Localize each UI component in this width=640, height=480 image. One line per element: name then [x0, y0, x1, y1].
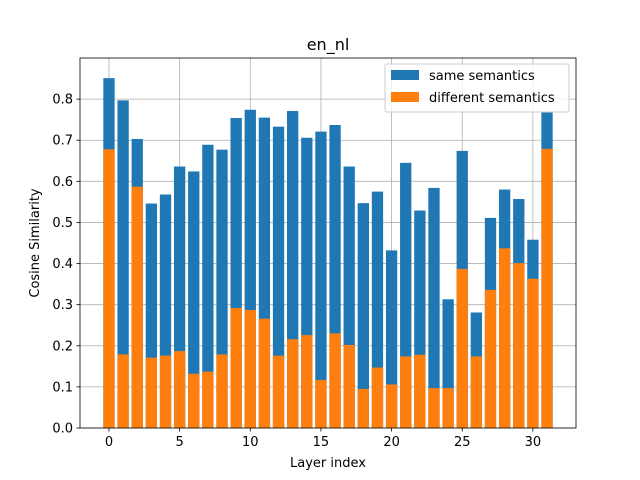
bar-same-semantics — [145, 203, 158, 428]
bar-same-semantics — [385, 250, 398, 428]
bar-different-semantics — [470, 356, 483, 428]
legend-box — [384, 63, 570, 113]
bar-same-semantics — [272, 126, 285, 429]
bar-different-semantics — [244, 310, 256, 428]
bar-different-semantics — [117, 354, 129, 428]
bar-different-semantics — [315, 379, 327, 428]
x-tick-label: 15 — [313, 435, 330, 450]
bar-same-semantics — [188, 171, 200, 428]
y-tick-label: 0.8 — [52, 93, 73, 108]
bar-different-semantics — [371, 367, 384, 428]
bar-different-semantics — [385, 384, 398, 428]
bar-different-semantics — [456, 268, 468, 428]
bar-different-semantics — [357, 388, 369, 428]
bar-different-semantics — [513, 263, 525, 428]
bar-different-semantics — [343, 344, 355, 428]
bar-same-semantics — [343, 166, 355, 429]
y-tick-label: 0.4 — [52, 257, 73, 272]
legend-swatch-different-semantics — [391, 92, 419, 102]
bars — [103, 78, 553, 429]
bar-different-semantics — [173, 351, 186, 428]
x-tick-label: 25 — [454, 435, 471, 450]
bar-different-semantics — [498, 248, 511, 428]
bar-different-semantics — [287, 339, 299, 428]
bar-same-semantics — [117, 100, 129, 428]
legend-label-same-semantics: same semantics — [429, 69, 535, 84]
y-tick-label: 0.0 — [52, 422, 73, 437]
bar-same-semantics — [159, 194, 172, 428]
bar-different-semantics — [301, 335, 313, 428]
ticks: 0 5 10 15 20 25 30 0.0 0.1 0.2 0.3 0.4 0.5 0.6 0.7 0.8 — [52, 93, 541, 450]
bar-different-semantics — [216, 354, 228, 428]
x-tick-label: 30 — [525, 435, 542, 450]
y-tick-label: 0.3 — [52, 298, 73, 313]
x-tick-label: 10 — [242, 435, 259, 450]
x-tick-label: 5 — [175, 435, 183, 450]
bar-different-semantics — [202, 371, 214, 428]
bar-different-semantics — [484, 289, 497, 428]
bar-different-semantics — [428, 388, 440, 428]
legend-swatch-same-semantics — [391, 70, 419, 80]
bar-different-semantics — [527, 278, 539, 428]
x-axis-label: Layer index — [290, 456, 366, 471]
bar-different-semantics — [400, 356, 412, 428]
y-tick-label: 0.1 — [52, 380, 73, 395]
bar-different-semantics — [159, 355, 172, 428]
bar-different-semantics — [414, 354, 426, 428]
bar-same-semantics — [400, 162, 412, 429]
bar-different-semantics — [329, 333, 341, 428]
bar-different-semantics — [442, 388, 454, 428]
bar-same-semantics — [244, 109, 256, 429]
bar-different-semantics — [131, 186, 143, 428]
y-tick-label: 0.7 — [52, 134, 73, 149]
legend-label-different-semantics: different semantics — [429, 91, 555, 106]
bar-same-semantics — [414, 210, 426, 428]
bar-same-semantics — [216, 149, 228, 428]
legend: same semantics different semantics — [384, 63, 570, 113]
bar-different-semantics — [103, 149, 115, 428]
bar-same-semantics — [287, 111, 299, 429]
bar-different-semantics — [272, 355, 285, 428]
x-tick-label: 20 — [383, 435, 400, 450]
bar-same-semantics — [329, 125, 341, 428]
bar-different-semantics — [258, 318, 271, 428]
bar-same-semantics — [258, 117, 271, 428]
bar-same-semantics — [173, 166, 186, 429]
bar-same-semantics — [371, 191, 384, 428]
bar-same-semantics — [442, 299, 454, 428]
bar-different-semantics — [230, 307, 242, 428]
bar-same-semantics — [357, 203, 369, 428]
x-tick-label: 0 — [105, 435, 113, 450]
bar-same-semantics — [428, 187, 440, 428]
y-tick-label: 0.2 — [52, 339, 73, 354]
bar-different-semantics — [188, 373, 200, 428]
y-tick-label: 0.5 — [52, 216, 73, 231]
bar-different-semantics — [145, 357, 158, 428]
bar-different-semantics — [541, 148, 553, 428]
plot-area-frame — [79, 57, 577, 429]
y-tick-label: 0.6 — [52, 175, 73, 190]
bar-same-semantics — [230, 118, 242, 429]
bar-same-semantics — [202, 144, 214, 428]
bar-same-semantics — [301, 137, 313, 428]
chart-title: en_nl — [307, 35, 350, 55]
bar-same-semantics — [315, 131, 327, 429]
y-axis-label: Cosine Similarity — [28, 188, 43, 298]
